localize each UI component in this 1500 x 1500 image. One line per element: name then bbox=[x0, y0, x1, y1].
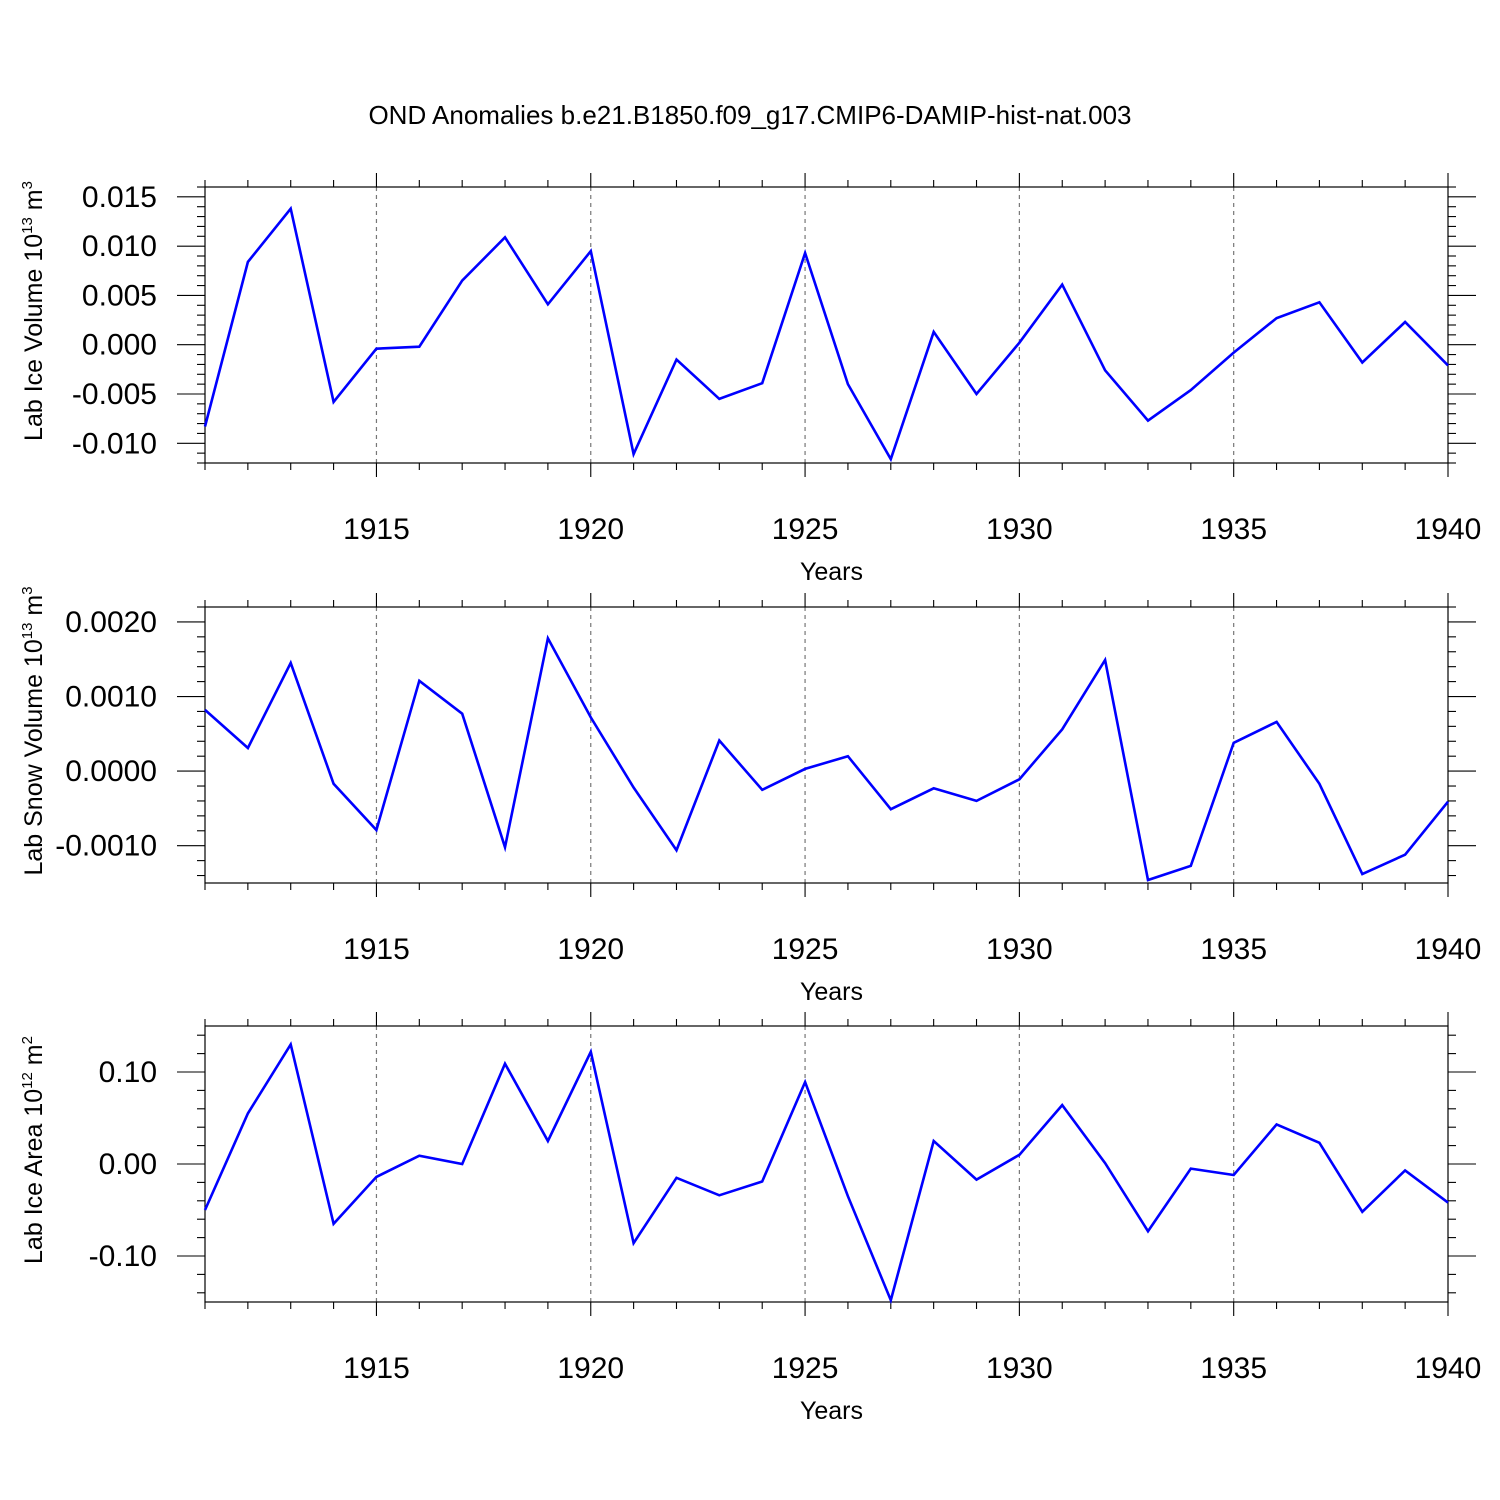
y-tick-label: 0.015 bbox=[82, 181, 157, 214]
y-tick-label: 0.0000 bbox=[65, 755, 157, 788]
x-axis-label: Years bbox=[800, 978, 863, 1006]
x-tick-label: 1930 bbox=[986, 1352, 1053, 1385]
x-tick-label: 1915 bbox=[343, 933, 410, 966]
y-tick-label: -0.10 bbox=[89, 1240, 157, 1273]
y-tick-label: 0.00 bbox=[99, 1148, 157, 1181]
panel-1: -0.010 -0.005 0.000 0.005 0.010 0.015 1915 1920… bbox=[19, 173, 1481, 586]
x-tick-label: 1920 bbox=[557, 513, 624, 546]
panel-3: -0.10 0.00 0.10 1915 1920 1925 1930 1935 1940 Yea… bbox=[19, 1012, 1481, 1425]
panels: -0.010 -0.005 0.000 0.005 0.010 0.015 1915 1920… bbox=[19, 173, 1481, 1425]
x-axis-label: Years bbox=[800, 558, 863, 586]
y-tick-label: 0.005 bbox=[82, 279, 157, 312]
chart-title: OND Anomalies b.e21.B1850.f09_g17.CMIP6-… bbox=[368, 100, 1131, 130]
y-tick-label: 0.000 bbox=[82, 329, 157, 362]
y-tick-label: 0.010 bbox=[82, 230, 157, 263]
plot-frame bbox=[204, 606, 1449, 884]
x-tick-label: 1925 bbox=[772, 1352, 839, 1385]
y-tick-label: -0.010 bbox=[72, 427, 157, 460]
y-tick-label: 0.10 bbox=[99, 1056, 157, 1089]
y-tick-label: -0.005 bbox=[72, 378, 157, 411]
y-axis-label: Lab Ice Volume 1013 m3 bbox=[19, 181, 48, 441]
x-tick-label: 1935 bbox=[1200, 1352, 1267, 1385]
x-tick-label: 1925 bbox=[772, 933, 839, 966]
series-line bbox=[203, 1041, 1449, 1305]
x-tick-label: 1940 bbox=[1415, 513, 1482, 546]
x-tick-label: 1925 bbox=[772, 513, 839, 546]
x-tick-label: 1935 bbox=[1200, 513, 1267, 546]
y-tick-label: -0.0010 bbox=[55, 830, 157, 863]
x-tick-label: 1930 bbox=[986, 513, 1053, 546]
plot-frame bbox=[204, 186, 1449, 464]
series-line bbox=[204, 634, 1450, 882]
y-tick-label: 0.0010 bbox=[65, 681, 157, 714]
y-axis-label: Lab Snow Volume 1013 m3 bbox=[19, 586, 48, 875]
x-tick-label: 1920 bbox=[557, 933, 624, 966]
y-axis-label: Lab Ice Area 1012 m2 bbox=[19, 1036, 48, 1264]
series-line bbox=[203, 205, 1449, 463]
y-tick-label: 0.0020 bbox=[65, 606, 157, 639]
x-tick-label: 1930 bbox=[986, 933, 1053, 966]
x-tick-label: 1920 bbox=[557, 1352, 624, 1385]
x-tick-label: 1935 bbox=[1200, 933, 1267, 966]
x-tick-label: 1915 bbox=[343, 513, 410, 546]
x-tick-label: 1940 bbox=[1415, 1352, 1482, 1385]
plot-frame bbox=[204, 1025, 1449, 1303]
x-tick-label: 1940 bbox=[1415, 933, 1482, 966]
x-tick-label: 1915 bbox=[343, 1352, 410, 1385]
panel-2: -0.0010 0.0000 0.0010 0.0020 1915 1920 1925 193… bbox=[19, 586, 1481, 1006]
x-axis-label: Years bbox=[800, 1397, 863, 1425]
